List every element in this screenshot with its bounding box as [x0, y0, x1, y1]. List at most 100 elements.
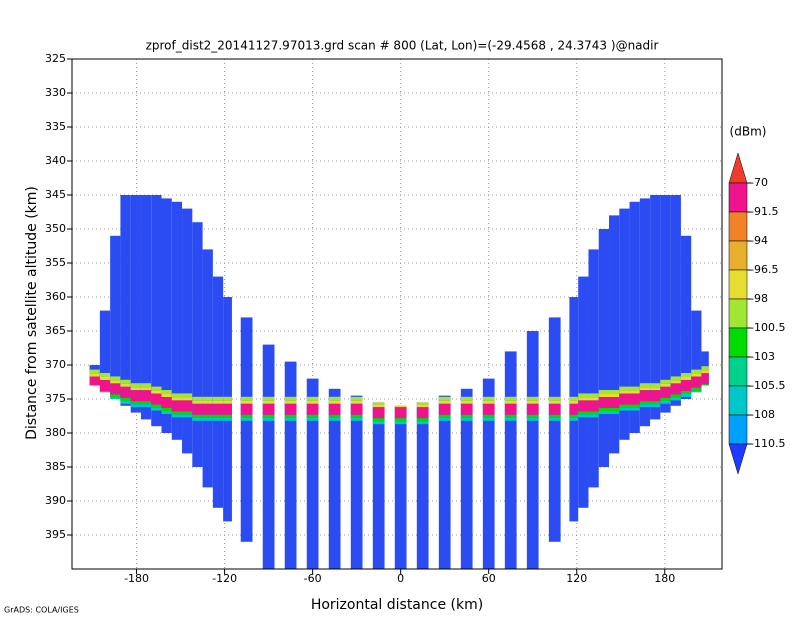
surface-echo: [569, 417, 579, 421]
surface-echo: [526, 396, 539, 401]
surface-echo: [619, 393, 630, 405]
surface-echo: [619, 407, 630, 411]
y-tick-label: 370: [45, 358, 66, 371]
surface-echo: [306, 400, 319, 404]
surface-echo: [140, 404, 152, 408]
surface-echo: [140, 383, 152, 388]
swath-column: [639, 198, 651, 427]
surface-echo: [578, 397, 589, 401]
colorbar-box: [728, 356, 748, 387]
surface-echo: [680, 380, 692, 391]
surface-echo: [140, 401, 152, 405]
x-tick-label: -180: [124, 572, 149, 585]
surface-echo: [130, 404, 141, 408]
y-axis-label: Distance from satellite altitude (km): [24, 186, 40, 440]
surface-echo: [548, 396, 561, 401]
x-tick-label: 120: [566, 572, 587, 585]
y-tick-label: 390: [45, 494, 66, 507]
surface-echo: [598, 408, 610, 411]
surface-echo: [151, 386, 162, 391]
surface-echo: [660, 397, 671, 401]
surface-echo: [639, 387, 651, 391]
swath-column: [578, 276, 589, 508]
surface-echo: [670, 376, 681, 381]
surface-echo: [578, 400, 589, 412]
surface-echo: [212, 400, 224, 404]
x-tick-label: -60: [304, 572, 322, 585]
surface-echo: [350, 396, 363, 401]
surface-echo: [89, 373, 100, 377]
swath-column: [598, 229, 610, 467]
y-tick-label: 335: [45, 120, 66, 133]
surface-echo: [130, 387, 141, 391]
surface-echo: [650, 401, 661, 405]
surface-echo: [240, 396, 253, 401]
surface-echo: [526, 414, 539, 418]
surface-echo: [394, 421, 407, 425]
surface-echo: [182, 400, 193, 412]
swath-column: [192, 222, 203, 467]
surface-echo: [460, 417, 473, 421]
swath-column: [182, 208, 193, 454]
surface-echo: [619, 404, 630, 408]
surface-echo: [482, 400, 495, 404]
surface-echo: [482, 403, 495, 415]
surface-echo: [660, 386, 671, 398]
surface-echo: [328, 403, 341, 415]
surface-echo: [223, 403, 232, 415]
surface-echo: [650, 387, 661, 391]
x-tick-label: 180: [654, 572, 675, 585]
y-tick-label: 355: [45, 256, 66, 269]
swath-column: [140, 195, 152, 420]
surface-echo: [182, 411, 193, 415]
surface-echo: [328, 414, 341, 418]
surface-echo: [588, 393, 599, 398]
surface-echo: [110, 380, 121, 384]
y-tick-label: 350: [45, 222, 66, 235]
surface-echo: [171, 414, 183, 418]
surface-echo: [629, 390, 640, 394]
surface-echo: [619, 390, 630, 394]
colorbar-box: [728, 211, 748, 242]
surface-echo: [212, 396, 224, 401]
surface-echo: [569, 396, 579, 401]
colorbar-box: [728, 240, 748, 271]
swath-column: [548, 317, 561, 542]
y-tick-label: 375: [45, 392, 66, 405]
surface-echo: [598, 394, 610, 397]
surface-echo: [202, 417, 213, 421]
surface-echo: [262, 414, 275, 418]
surface-echo: [670, 380, 681, 384]
surface-echo: [548, 414, 561, 418]
surface-echo: [192, 396, 203, 401]
swath-column: [130, 195, 141, 413]
surface-echo: [482, 396, 495, 401]
surface-echo: [372, 407, 385, 419]
swath-column: [151, 195, 162, 427]
surface-echo: [99, 377, 111, 380]
surface-echo: [192, 414, 203, 418]
surface-echo: [240, 414, 253, 418]
surface-echo: [504, 414, 517, 418]
swath-column: [110, 235, 121, 399]
x-tick-label: -120: [212, 572, 237, 585]
surface-echo: [526, 417, 539, 421]
surface-echo: [372, 421, 385, 425]
surface-echo: [284, 403, 297, 415]
swath-column: [212, 276, 224, 508]
chart-title: zprof_dist2_20141127.97013.grd scan # 80…: [146, 39, 659, 53]
surface-echo: [588, 414, 599, 418]
colorbar-label: -91.5: [750, 205, 778, 218]
x-tick-label: 0: [397, 572, 404, 585]
surface-echo: [240, 417, 253, 421]
surface-echo: [223, 414, 232, 418]
surface-echo: [438, 396, 451, 401]
surface-echo: [639, 383, 651, 388]
swath-column: [504, 351, 517, 569]
surface-echo: [350, 414, 363, 418]
surface-echo: [182, 414, 193, 418]
surface-echo: [629, 404, 640, 408]
surface-echo: [416, 404, 429, 408]
surface-echo: [99, 380, 111, 391]
